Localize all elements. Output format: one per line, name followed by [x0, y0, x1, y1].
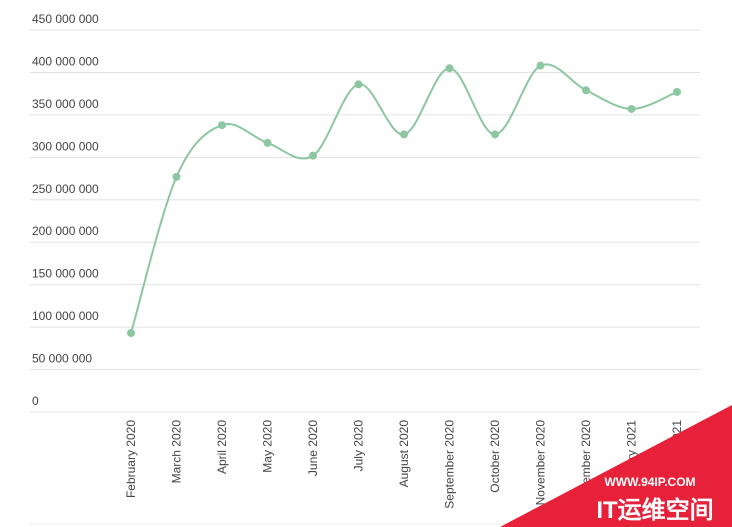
point	[536, 61, 545, 70]
x-tick-label: November 2020	[534, 420, 548, 506]
x-tick-label: March 2020	[170, 420, 184, 484]
y-tick-label: 450 000 000	[32, 12, 99, 26]
x-tick-label: February 2020	[124, 420, 138, 498]
x-tick-label: July 2020	[352, 420, 366, 472]
point	[491, 130, 499, 139]
y-tick-label: 350 000 000	[32, 97, 99, 111]
watermark-banner	[500, 405, 732, 527]
y-tick-label: 150 000 000	[32, 267, 99, 281]
point	[218, 121, 226, 130]
point	[445, 64, 454, 73]
y-tick-label: 400 000 000	[32, 54, 99, 68]
x-tick-label: April 2020	[215, 420, 229, 474]
point	[309, 151, 317, 160]
point	[172, 172, 181, 181]
x-tick-label: June 2020	[306, 420, 320, 476]
x-tick-label: September 2020	[443, 420, 457, 509]
y-tick-label: 0	[32, 394, 39, 408]
point	[127, 329, 135, 338]
x-tick-label: October 2020	[488, 420, 502, 493]
point	[673, 87, 681, 96]
point	[354, 80, 363, 89]
point	[627, 104, 636, 113]
y-tick-label: 250 000 000	[32, 182, 99, 196]
watermark-url: WWW.94IP.COM	[604, 475, 695, 489]
y-tick-label: 200 000 000	[32, 224, 99, 238]
y-tick-label: 300 000 000	[32, 139, 99, 153]
point	[263, 138, 272, 147]
point	[400, 130, 408, 139]
point	[582, 86, 590, 95]
x-tick-label: May 2020	[261, 420, 275, 473]
y-tick-label: 50 000 000	[32, 352, 92, 366]
line	[130, 63, 678, 334]
y-tick-label: 100 000 000	[32, 309, 99, 323]
x-tick-label: August 2020	[397, 420, 411, 488]
watermark-text: IT运维空间	[596, 496, 713, 524]
